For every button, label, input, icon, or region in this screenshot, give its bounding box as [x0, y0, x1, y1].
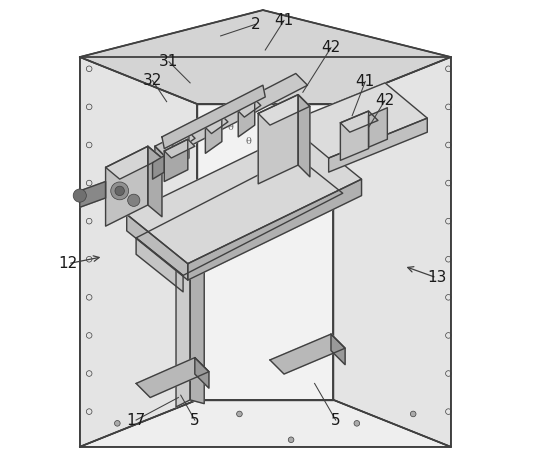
Polygon shape: [155, 73, 307, 158]
Polygon shape: [334, 57, 451, 447]
Circle shape: [297, 124, 304, 131]
Text: 12: 12: [58, 256, 78, 271]
Polygon shape: [162, 85, 265, 149]
Polygon shape: [152, 156, 165, 179]
Text: 31: 31: [160, 54, 179, 69]
Polygon shape: [238, 99, 255, 137]
Text: 42: 42: [376, 93, 394, 108]
Circle shape: [115, 421, 120, 426]
Polygon shape: [298, 95, 310, 177]
Circle shape: [237, 411, 242, 417]
Text: θ: θ: [246, 137, 252, 146]
Polygon shape: [270, 334, 345, 374]
Polygon shape: [238, 99, 261, 117]
Polygon shape: [340, 111, 368, 160]
Circle shape: [115, 186, 125, 195]
Polygon shape: [172, 132, 195, 150]
Circle shape: [73, 189, 86, 202]
Text: 5: 5: [190, 413, 199, 428]
Circle shape: [213, 124, 219, 131]
Polygon shape: [80, 181, 106, 207]
Polygon shape: [165, 139, 195, 158]
Text: θ: θ: [269, 175, 275, 184]
Polygon shape: [190, 238, 204, 404]
Polygon shape: [136, 357, 209, 398]
Circle shape: [297, 162, 304, 168]
Text: θ: θ: [260, 156, 266, 165]
Polygon shape: [206, 116, 222, 154]
Polygon shape: [286, 83, 427, 158]
Text: θ: θ: [213, 137, 219, 146]
Text: 41: 41: [274, 13, 294, 28]
Text: 17: 17: [126, 413, 146, 428]
Circle shape: [288, 437, 294, 443]
Polygon shape: [331, 334, 345, 365]
Text: θ: θ: [213, 175, 219, 184]
Circle shape: [111, 182, 129, 200]
Polygon shape: [106, 146, 148, 226]
Polygon shape: [172, 132, 189, 170]
Text: 13: 13: [427, 270, 447, 285]
Text: 42: 42: [321, 40, 341, 55]
Polygon shape: [340, 111, 378, 132]
Text: 5: 5: [331, 413, 341, 428]
Polygon shape: [195, 357, 209, 388]
Polygon shape: [176, 238, 190, 407]
Circle shape: [411, 411, 416, 417]
Polygon shape: [155, 146, 167, 170]
Polygon shape: [106, 146, 162, 179]
Text: 41: 41: [356, 74, 375, 89]
Polygon shape: [136, 156, 343, 276]
Polygon shape: [148, 146, 162, 217]
Polygon shape: [80, 400, 451, 447]
Circle shape: [127, 194, 140, 206]
Circle shape: [354, 421, 360, 426]
Polygon shape: [258, 95, 298, 184]
Text: θ: θ: [284, 189, 289, 198]
Polygon shape: [80, 10, 451, 104]
Polygon shape: [197, 104, 334, 400]
Polygon shape: [258, 95, 310, 125]
Circle shape: [241, 120, 248, 126]
Polygon shape: [80, 57, 197, 447]
Text: θ: θ: [227, 123, 233, 132]
Polygon shape: [165, 139, 188, 181]
Polygon shape: [136, 238, 183, 292]
Polygon shape: [368, 108, 387, 147]
Polygon shape: [188, 179, 362, 280]
Text: 32: 32: [143, 73, 162, 88]
Polygon shape: [329, 118, 427, 172]
Polygon shape: [127, 214, 188, 280]
Polygon shape: [127, 130, 362, 264]
Polygon shape: [206, 116, 228, 134]
Text: 2: 2: [251, 16, 261, 32]
